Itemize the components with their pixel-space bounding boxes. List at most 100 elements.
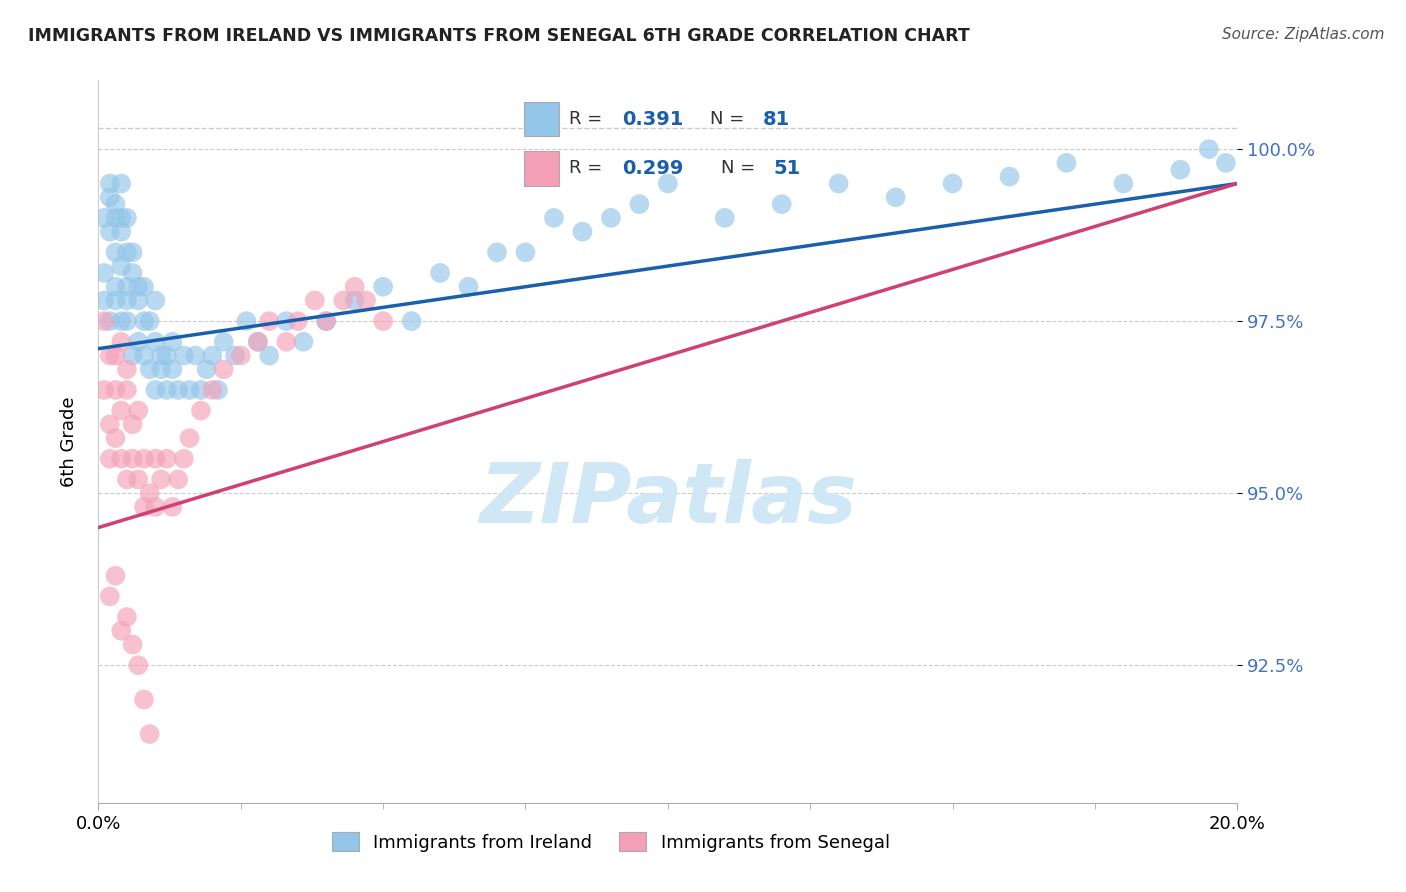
- Immigrants from Ireland: [429, 266, 451, 280]
- Text: R =: R =: [569, 160, 609, 178]
- Immigrants from Senegal: [127, 658, 149, 673]
- Immigrants from Ireland: [115, 314, 138, 328]
- Immigrants from Ireland: [259, 349, 281, 363]
- Immigrants from Ireland: [145, 334, 167, 349]
- Immigrants from Ireland: [942, 177, 965, 191]
- Immigrants from Ireland: [110, 225, 132, 239]
- Immigrants from Ireland: [401, 314, 423, 328]
- Immigrants from Ireland: [657, 177, 679, 191]
- Immigrants from Ireland: [207, 383, 229, 397]
- Immigrants from Ireland: [571, 225, 593, 239]
- Immigrants from Ireland: [714, 211, 737, 225]
- Immigrants from Ireland: [104, 245, 127, 260]
- Immigrants from Ireland: [132, 279, 155, 293]
- Immigrants from Ireland: [600, 211, 623, 225]
- Immigrants from Ireland: [276, 314, 298, 328]
- Immigrants from Senegal: [156, 451, 179, 466]
- Immigrants from Senegal: [132, 692, 155, 706]
- Immigrants from Ireland: [132, 349, 155, 363]
- Immigrants from Ireland: [138, 314, 160, 328]
- Immigrants from Senegal: [110, 624, 132, 638]
- Text: N =: N =: [720, 160, 761, 178]
- Y-axis label: 6th Grade: 6th Grade: [59, 396, 77, 487]
- Immigrants from Ireland: [110, 211, 132, 225]
- Text: IMMIGRANTS FROM IRELAND VS IMMIGRANTS FROM SENEGAL 6TH GRADE CORRELATION CHART: IMMIGRANTS FROM IRELAND VS IMMIGRANTS FR…: [28, 27, 970, 45]
- Text: N =: N =: [710, 111, 749, 128]
- Immigrants from Senegal: [104, 383, 127, 397]
- Immigrants from Ireland: [115, 279, 138, 293]
- Immigrants from Ireland: [104, 279, 127, 293]
- Immigrants from Senegal: [138, 486, 160, 500]
- Immigrants from Senegal: [98, 590, 121, 604]
- Immigrants from Senegal: [287, 314, 309, 328]
- Immigrants from Ireland: [115, 293, 138, 308]
- Text: Source: ZipAtlas.com: Source: ZipAtlas.com: [1222, 27, 1385, 42]
- Immigrants from Senegal: [115, 362, 138, 376]
- Immigrants from Ireland: [246, 334, 269, 349]
- Immigrants from Ireland: [98, 314, 121, 328]
- Immigrants from Senegal: [179, 431, 201, 445]
- Immigrants from Ireland: [184, 349, 207, 363]
- Immigrants from Senegal: [104, 349, 127, 363]
- Text: 0.391: 0.391: [621, 110, 683, 128]
- Immigrants from Senegal: [145, 500, 167, 514]
- Immigrants from Senegal: [110, 403, 132, 417]
- Immigrants from Ireland: [104, 293, 127, 308]
- Immigrants from Ireland: [373, 279, 395, 293]
- Immigrants from Ireland: [156, 383, 179, 397]
- Immigrants from Senegal: [343, 279, 366, 293]
- Immigrants from Ireland: [156, 349, 179, 363]
- Immigrants from Senegal: [229, 349, 252, 363]
- Immigrants from Ireland: [115, 245, 138, 260]
- Immigrants from Ireland: [98, 225, 121, 239]
- Immigrants from Ireland: [1056, 156, 1078, 170]
- Immigrants from Senegal: [173, 451, 195, 466]
- Immigrants from Senegal: [121, 417, 143, 432]
- Immigrants from Ireland: [628, 197, 651, 211]
- Immigrants from Ireland: [127, 279, 149, 293]
- Immigrants from Senegal: [145, 451, 167, 466]
- Immigrants from Ireland: [93, 293, 115, 308]
- Immigrants from Senegal: [259, 314, 281, 328]
- Text: 0.299: 0.299: [621, 159, 683, 178]
- Immigrants from Senegal: [190, 403, 212, 417]
- Immigrants from Ireland: [486, 245, 509, 260]
- Immigrants from Ireland: [515, 245, 537, 260]
- Immigrants from Ireland: [190, 383, 212, 397]
- Immigrants from Senegal: [212, 362, 235, 376]
- Immigrants from Senegal: [246, 334, 269, 349]
- Immigrants from Senegal: [315, 314, 337, 328]
- Immigrants from Ireland: [770, 197, 793, 211]
- Immigrants from Senegal: [110, 334, 132, 349]
- Immigrants from Ireland: [179, 383, 201, 397]
- Immigrants from Ireland: [150, 362, 173, 376]
- Immigrants from Ireland: [173, 349, 195, 363]
- Immigrants from Ireland: [884, 190, 907, 204]
- Immigrants from Senegal: [121, 451, 143, 466]
- Immigrants from Senegal: [201, 383, 224, 397]
- Immigrants from Ireland: [104, 197, 127, 211]
- Immigrants from Senegal: [332, 293, 354, 308]
- Immigrants from Ireland: [150, 349, 173, 363]
- Immigrants from Ireland: [93, 266, 115, 280]
- Immigrants from Ireland: [543, 211, 565, 225]
- Immigrants from Senegal: [98, 349, 121, 363]
- Immigrants from Ireland: [315, 314, 337, 328]
- Immigrants from Senegal: [304, 293, 326, 308]
- Immigrants from Senegal: [115, 472, 138, 486]
- Immigrants from Senegal: [110, 451, 132, 466]
- Immigrants from Ireland: [104, 211, 127, 225]
- Immigrants from Ireland: [828, 177, 851, 191]
- Immigrants from Ireland: [115, 211, 138, 225]
- Immigrants from Ireland: [235, 314, 257, 328]
- Immigrants from Ireland: [132, 314, 155, 328]
- Immigrants from Ireland: [127, 293, 149, 308]
- Immigrants from Senegal: [276, 334, 298, 349]
- Immigrants from Senegal: [167, 472, 190, 486]
- Immigrants from Senegal: [132, 500, 155, 514]
- Immigrants from Senegal: [138, 727, 160, 741]
- Immigrants from Senegal: [121, 638, 143, 652]
- Immigrants from Senegal: [132, 451, 155, 466]
- Immigrants from Ireland: [138, 362, 160, 376]
- Immigrants from Ireland: [127, 334, 149, 349]
